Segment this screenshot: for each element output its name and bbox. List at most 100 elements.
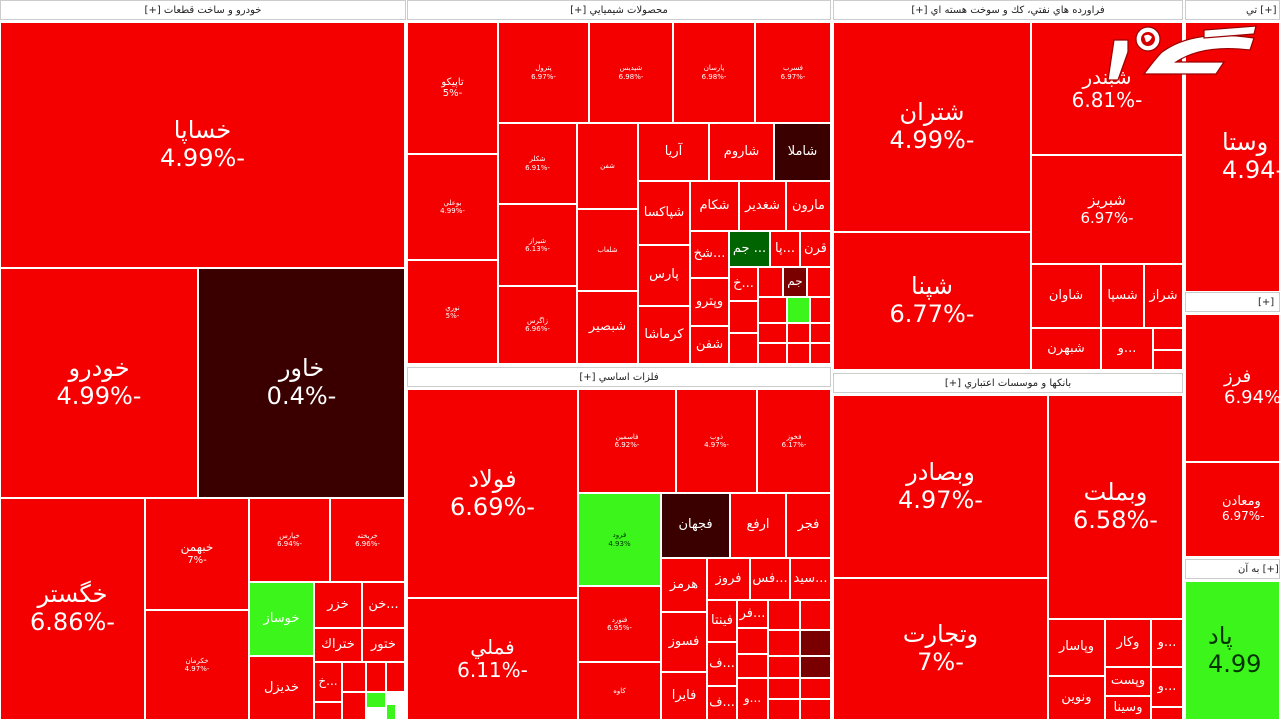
tile-zob[interactable]: ذوب -4.97% bbox=[676, 389, 757, 493]
tile-bank-tiny-1[interactable] bbox=[1151, 707, 1183, 720]
tile-metal-tiny-2[interactable] bbox=[800, 600, 831, 630]
tile-vist[interactable]: وپست bbox=[1105, 667, 1151, 696]
tile-fasra[interactable]: فسرب -6.97% bbox=[755, 22, 831, 123]
tile-fenta[interactable]: فينتا bbox=[707, 600, 737, 642]
tile-jam[interactable]: جم bbox=[783, 267, 807, 297]
tile-kase[interactable]: فاسمين -6.92% bbox=[578, 389, 676, 493]
tile-khazar[interactable]: خزر bbox=[314, 582, 362, 628]
tile-tapiko[interactable]: تاپيكو -5% bbox=[407, 22, 498, 154]
sector-header-auto[interactable]: خودرو و ساخت قطعات [+] bbox=[0, 0, 406, 20]
tile-khegostar[interactable]: خگستر -6.86% bbox=[0, 498, 145, 720]
tile-fkhooz[interactable]: فخوز -6.17% bbox=[757, 389, 831, 493]
tile-chem-tiny-9[interactable] bbox=[758, 343, 787, 364]
tile-faira[interactable]: فايرا bbox=[661, 672, 707, 720]
tile-auto-tiny-5[interactable] bbox=[342, 692, 366, 720]
tile-fes[interactable]: ...فس bbox=[750, 558, 790, 600]
tile-shavan[interactable]: شاوان bbox=[1031, 264, 1101, 328]
tile-auto-tiny-6[interactable] bbox=[386, 704, 396, 720]
tile-khavar[interactable]: خاور -0.4% bbox=[198, 268, 405, 498]
tile-metal-tiny-11[interactable] bbox=[768, 699, 800, 720]
tile-noori[interactable]: نوري -5% bbox=[407, 260, 498, 364]
sector-header-edge-2[interactable]: [+] bbox=[1185, 292, 1280, 312]
tile-chem-a[interactable]: شكلر -6.91% bbox=[498, 123, 577, 204]
tile-pars[interactable]: پارس bbox=[638, 245, 690, 306]
tile-khkarman[interactable]: خكرمان -4.97% bbox=[145, 610, 249, 720]
tile-vbmelat[interactable]: وبملت -6.58% bbox=[1048, 395, 1183, 619]
tile-shefan[interactable]: شفن bbox=[690, 326, 729, 364]
tile-metal-tiny-1[interactable] bbox=[768, 600, 800, 630]
tile-metal-tiny-7[interactable] bbox=[768, 656, 800, 678]
tile-auto-small-2[interactable]: خريخته -6.96% bbox=[330, 498, 405, 582]
tile-metal-tiny-5[interactable] bbox=[800, 630, 831, 656]
tile-qarn[interactable]: قرن bbox=[800, 231, 831, 267]
tile-sid[interactable]: ...سيد bbox=[790, 558, 831, 600]
tile-auto-tiny-4[interactable] bbox=[366, 692, 386, 708]
tile-fasoz[interactable]: فسوز bbox=[661, 612, 707, 672]
tile-fooulad[interactable]: فولاد -6.69% bbox=[407, 389, 578, 598]
tile-metal-tiny-3[interactable] bbox=[737, 628, 768, 654]
tile-ferz[interactable]: فرز -6.94% bbox=[1185, 314, 1280, 462]
tile-khbahman[interactable]: خبهمن -7% bbox=[145, 498, 249, 610]
tile-metal-tiny-8[interactable] bbox=[800, 656, 831, 678]
tile-sharaz[interactable]: شراز bbox=[1144, 264, 1183, 328]
tile-shkam[interactable]: شكام bbox=[690, 181, 739, 231]
tile-boali[interactable]: بوعلي -4.99% bbox=[407, 154, 498, 260]
tile-parsan[interactable]: پارسان -6.98% bbox=[673, 22, 755, 123]
tile-vkar[interactable]: وكار bbox=[1105, 619, 1151, 667]
tile-kh-small[interactable]: ...خ bbox=[729, 267, 758, 301]
tile-oil-tiny-1[interactable] bbox=[1153, 328, 1183, 350]
tile-oil-vo[interactable]: ...و bbox=[1101, 328, 1153, 370]
tile-shapna[interactable]: شپنا -6.77% bbox=[833, 232, 1031, 370]
tile-arya[interactable]: آريا bbox=[638, 123, 709, 181]
tile-padd[interactable]: پاد 4.99 bbox=[1185, 581, 1280, 720]
tile-shesepa[interactable]: شسپا bbox=[1101, 264, 1144, 328]
tile-sharoom[interactable]: شاروم bbox=[709, 123, 774, 181]
tile-chem-tiny-12[interactable] bbox=[787, 343, 810, 364]
tile-metal-s2[interactable]: كاوه bbox=[578, 662, 661, 720]
tile-f4[interactable]: ...و bbox=[737, 678, 768, 720]
tile-vsta[interactable]: وستا -4.94 bbox=[1185, 22, 1280, 292]
tile-fajr[interactable]: فجر bbox=[786, 493, 831, 558]
sector-header-chemicals[interactable]: محصولات شيميايي [+] bbox=[407, 0, 831, 20]
tile-auto-tiny-1[interactable] bbox=[342, 662, 366, 692]
tile-shamla[interactable]: شاملا bbox=[774, 123, 831, 181]
tile-shebsir[interactable]: شبصير bbox=[577, 291, 638, 364]
tile-shaksa[interactable]: شپاكسا bbox=[638, 181, 690, 245]
tile-shepdis[interactable]: شپديس -6.98% bbox=[589, 22, 673, 123]
tile-khasapa[interactable]: خساپا -4.99% bbox=[0, 22, 405, 268]
tile-chem-tiny-4[interactable] bbox=[729, 333, 758, 364]
tile-vmaden[interactable]: ومعادن -6.97% bbox=[1185, 462, 1280, 557]
tile-chem-tiny-13[interactable] bbox=[810, 343, 831, 364]
tile-chem-d[interactable]: شفن bbox=[577, 123, 638, 209]
tile-frooz[interactable]: فروز bbox=[707, 558, 750, 600]
tile-metal-tiny-12[interactable] bbox=[800, 699, 831, 720]
tile-bank-vo[interactable]: ...و bbox=[1151, 619, 1183, 667]
tile-f2[interactable]: ...ف bbox=[707, 642, 737, 686]
tile-fera[interactable]: ...فر bbox=[737, 600, 768, 628]
tile-maron[interactable]: مارون bbox=[786, 181, 831, 231]
tile-chem-tiny-6[interactable] bbox=[787, 297, 810, 323]
tile-vtejarat[interactable]: وتجارت -7% bbox=[833, 578, 1048, 720]
tile-vbsader[interactable]: وبصادر -4.97% bbox=[833, 395, 1048, 578]
tile-chem-tiny-1[interactable] bbox=[758, 267, 783, 297]
tile-shebriz[interactable]: شبريز -6.97% bbox=[1031, 155, 1183, 264]
tile-shatran[interactable]: شتران -4.99% bbox=[833, 22, 1031, 232]
tile-chem-tiny-5[interactable] bbox=[758, 297, 787, 323]
tile-fajhan[interactable]: فجهان bbox=[661, 493, 730, 558]
tile-f3[interactable]: ...ف bbox=[707, 686, 737, 720]
tile-chem-c[interactable]: زاگرس -6.96% bbox=[498, 286, 577, 364]
tile-shebahran[interactable]: شبهرن bbox=[1031, 328, 1101, 370]
sector-header-oil[interactable]: فراورده هاي نفتي، كك و سوخت هسته اي [+] bbox=[833, 0, 1183, 20]
tile-khkh[interactable]: ...خ bbox=[314, 662, 342, 702]
tile-metal-tiny-4[interactable] bbox=[768, 630, 800, 656]
tile-harmaz[interactable]: هرمز bbox=[661, 558, 707, 612]
tile-auto-tiny-2[interactable] bbox=[366, 662, 386, 692]
tile-auto-small-1[interactable]: خپارس -6.94% bbox=[249, 498, 330, 582]
tile-petrol[interactable]: پترول -6.97% bbox=[498, 22, 589, 123]
tile-khtoor[interactable]: ختور bbox=[362, 628, 405, 662]
sector-header-edge-1[interactable]: [+] تي bbox=[1185, 0, 1280, 20]
tile-oil-tiny-2[interactable] bbox=[1153, 350, 1183, 370]
tile-pa[interactable]: ...پا bbox=[770, 231, 800, 267]
tile-chem-tiny-2[interactable] bbox=[807, 267, 831, 297]
tile-shekh[interactable]: ...شخ bbox=[690, 231, 729, 278]
